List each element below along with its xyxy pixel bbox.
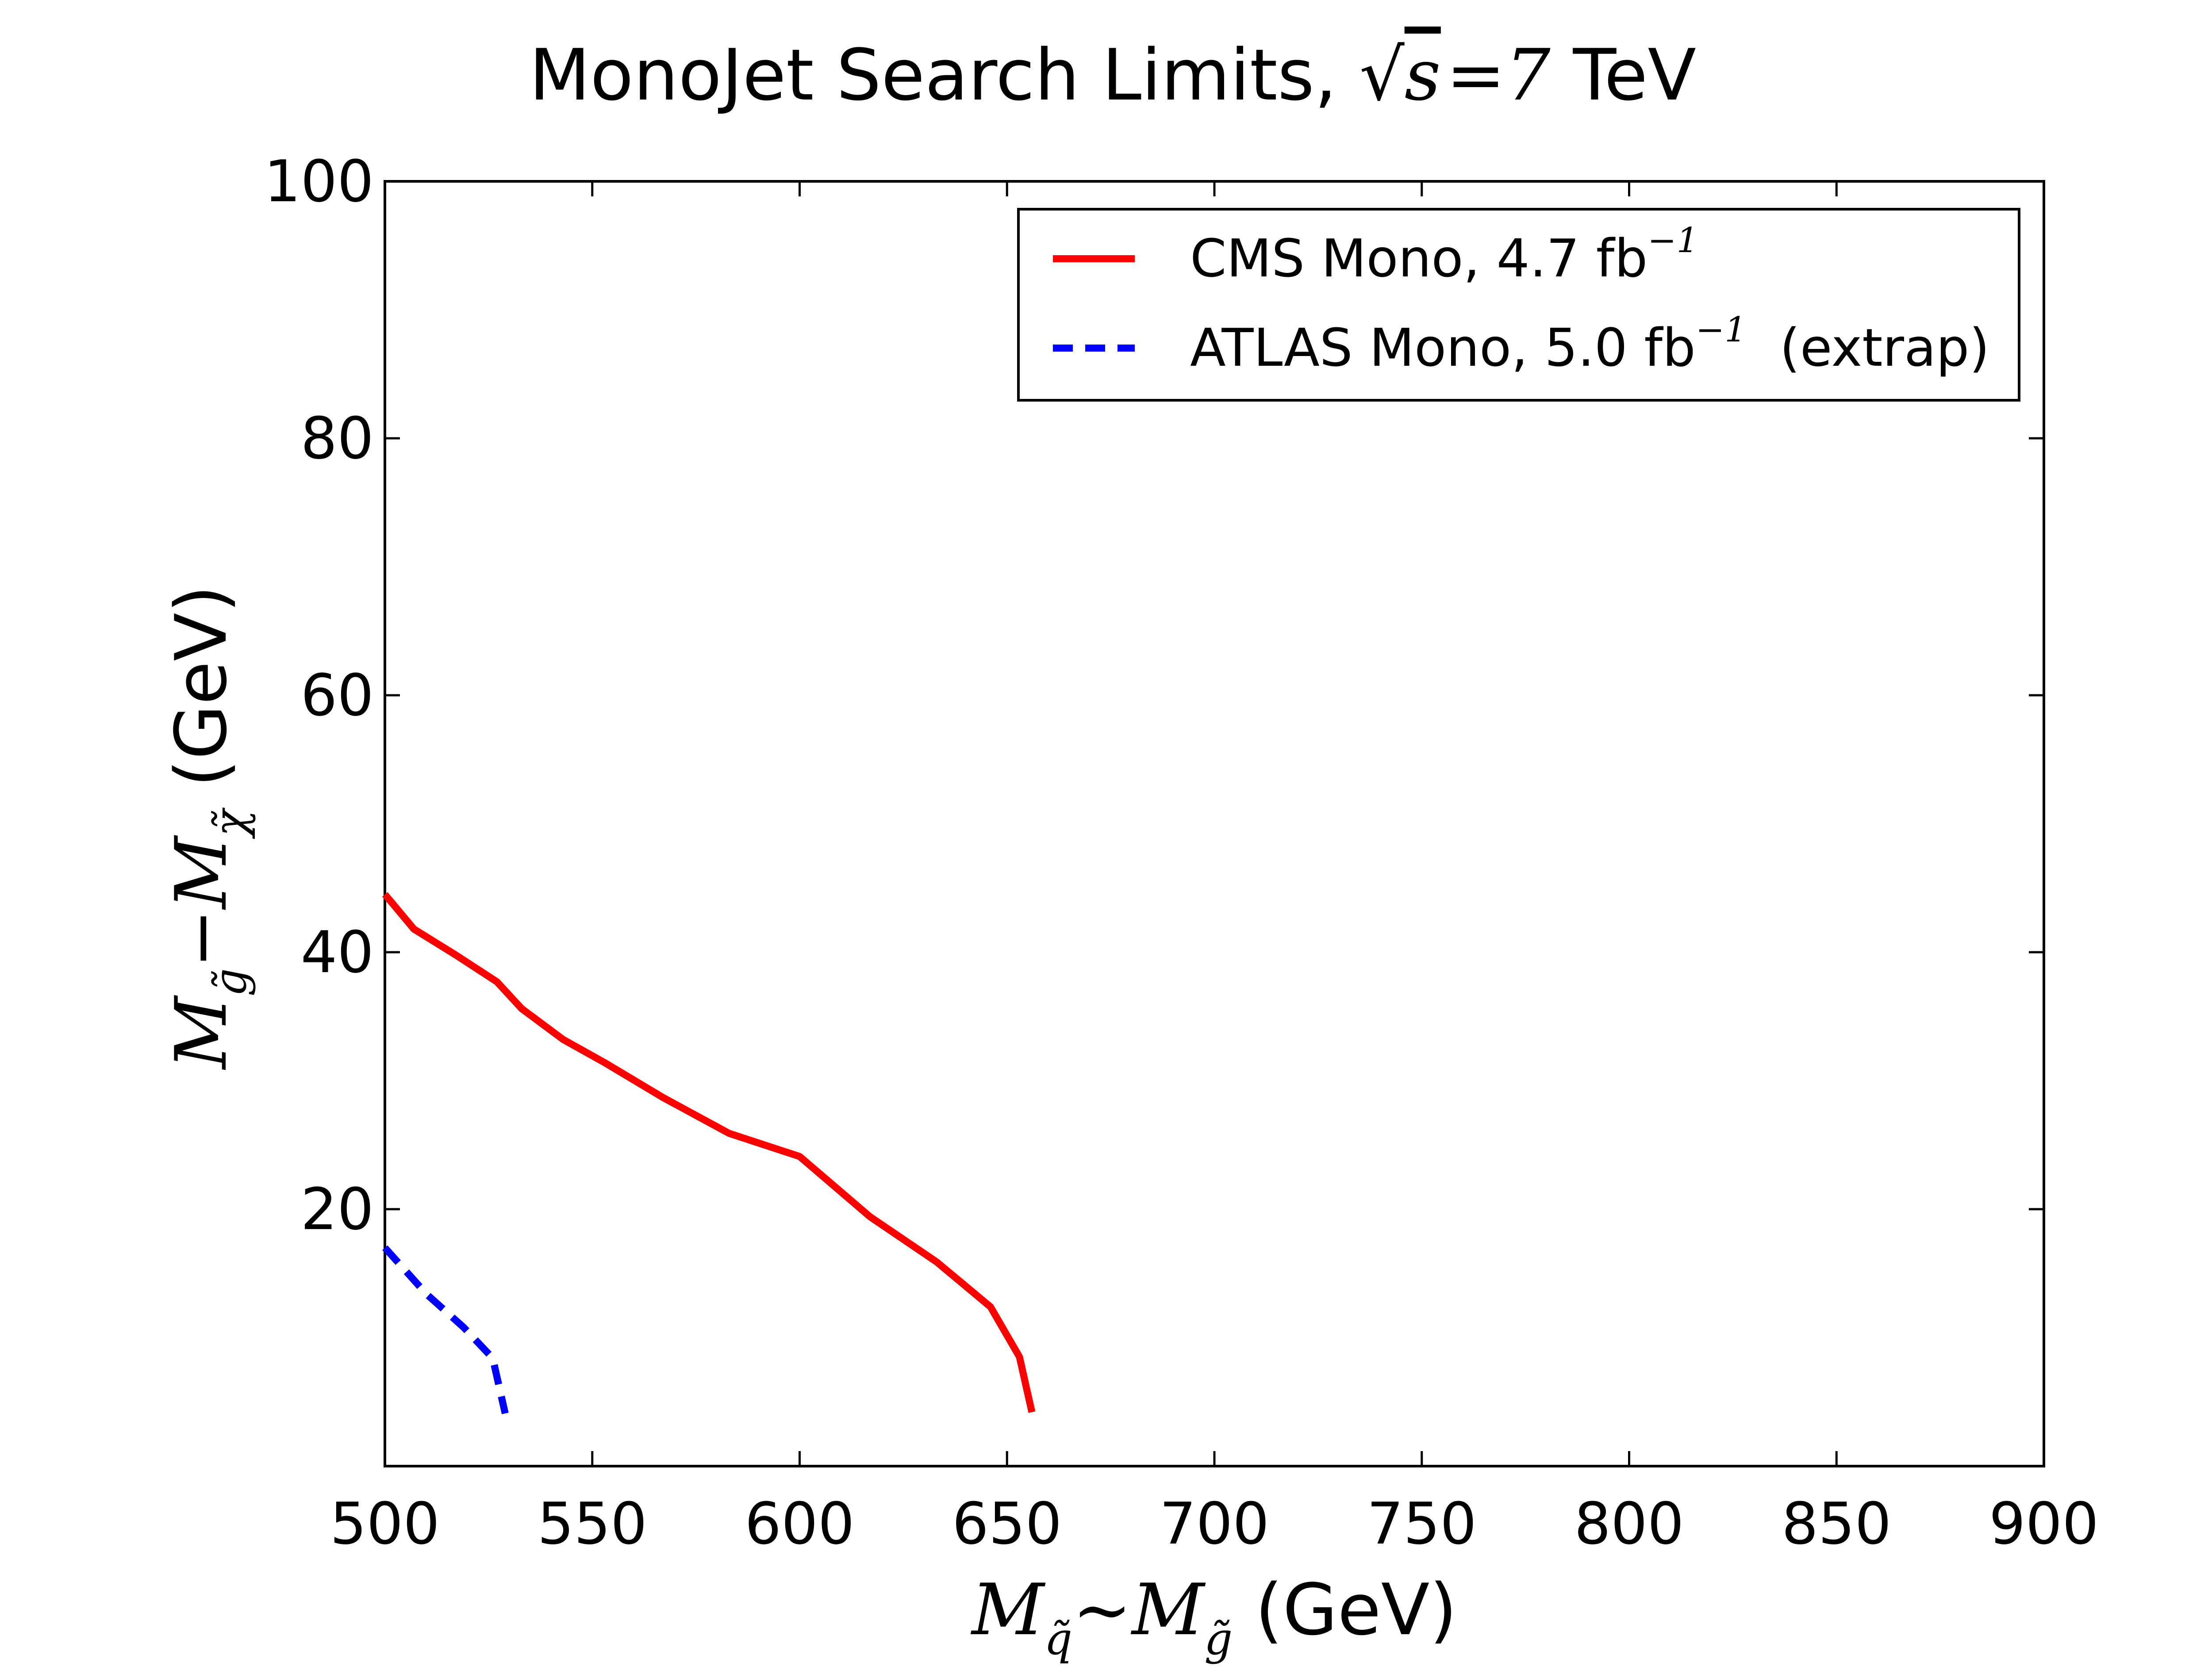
y-tick-label: 20 [301,1176,374,1243]
y-tick-label: 100 [264,148,374,215]
data-series [382,892,1036,1414]
x-tick-label: 900 [1989,1490,2099,1557]
x-tick-label: 700 [1160,1490,1269,1557]
series-line-atlas-mono [382,1245,509,1414]
y-tick-label: 60 [301,662,374,729]
x-axis-label: Mq̃∼Mg̃ (GeV) [970,1568,1457,1665]
x-tick-label: 650 [952,1490,1062,1557]
x-tick-label: 550 [538,1490,647,1557]
chart-title: MonoJet Search Limits, √s=7 TeV [529,34,1696,116]
legend: CMS Mono, 4.7 fb−1 ATLAS Mono, 5.0 fb−1 … [1017,208,2020,402]
axis-ticks: 500 550 600 650 700 750 800 850 900 20 40 60 80 100 [264,148,2099,1557]
legend-label-cms: CMS Mono, 4.7 fb−1 [1190,221,1698,289]
y-axis-label: Mg̃−Mχ̃ (GeV) [160,585,256,1070]
x-tick-label: 600 [745,1490,854,1557]
x-tick-label: 750 [1367,1490,1477,1557]
legend-label-atlas: ATLAS Mono, 5.0 fb−1 (extrap) [1190,310,1989,378]
x-tick-label: 500 [330,1490,440,1557]
legend-box [1017,208,2020,402]
x-tick-label: 800 [1574,1490,1684,1557]
y-tick-label: 80 [301,405,374,472]
series-line-cms-mono [382,892,1036,1413]
x-tick-label: 850 [1782,1490,1891,1557]
y-tick-label: 40 [301,919,374,986]
